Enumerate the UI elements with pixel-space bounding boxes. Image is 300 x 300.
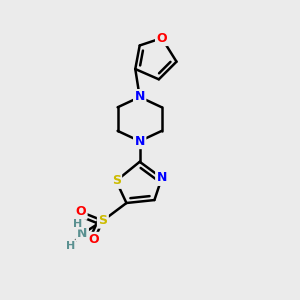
Text: S: S bbox=[98, 214, 107, 227]
Text: O: O bbox=[89, 233, 99, 246]
Text: N: N bbox=[77, 227, 88, 240]
Text: O: O bbox=[157, 32, 167, 45]
Text: S: S bbox=[112, 174, 121, 188]
Text: N: N bbox=[134, 135, 145, 148]
Text: N: N bbox=[134, 91, 145, 103]
Text: H: H bbox=[66, 241, 75, 251]
Text: H: H bbox=[73, 219, 83, 229]
Text: N: N bbox=[157, 172, 167, 184]
Text: O: O bbox=[76, 205, 86, 218]
